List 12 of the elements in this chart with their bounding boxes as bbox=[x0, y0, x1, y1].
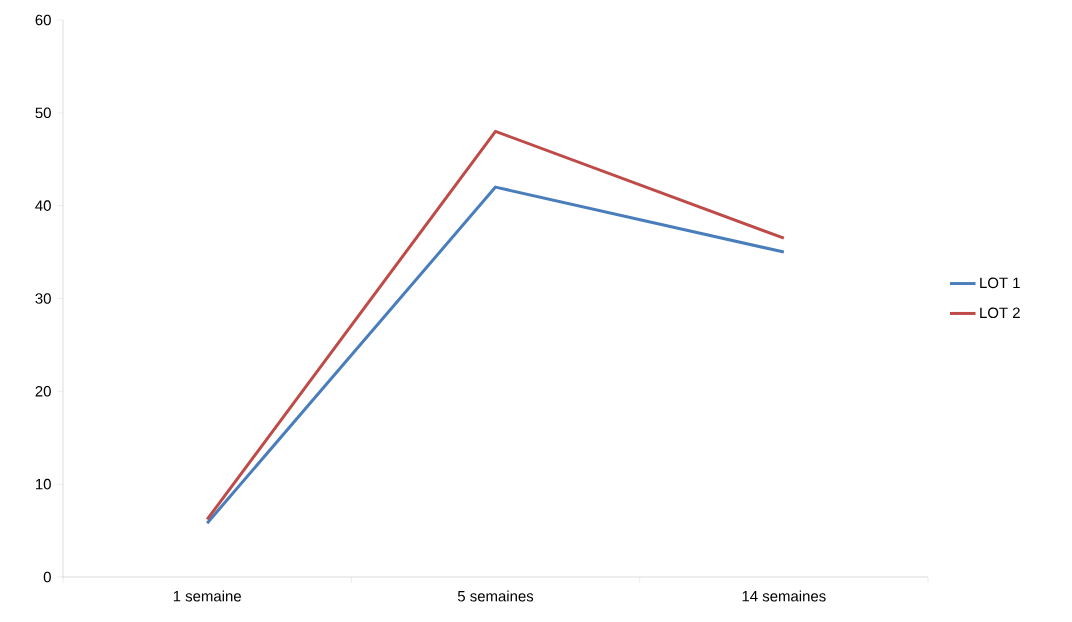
y-tick-label: 20 bbox=[35, 386, 51, 397]
x-tick-label: 14 semaines bbox=[742, 590, 826, 602]
y-tick-label: 10 bbox=[36, 478, 51, 490]
y-tick-label: 40 bbox=[35, 200, 51, 211]
y-tick-label: 60 bbox=[35, 14, 51, 26]
y-tick-label: 30 bbox=[35, 293, 51, 304]
x-tick-label: 5 semaines bbox=[457, 590, 534, 602]
legend-label: LOT 1 bbox=[980, 277, 1020, 289]
x-tick-label: 1 semaine bbox=[173, 590, 241, 602]
y-tick-label: 0 bbox=[43, 571, 51, 583]
legend-label: LOT 2 bbox=[980, 307, 1020, 319]
y-tick-label: 50 bbox=[35, 107, 51, 119]
